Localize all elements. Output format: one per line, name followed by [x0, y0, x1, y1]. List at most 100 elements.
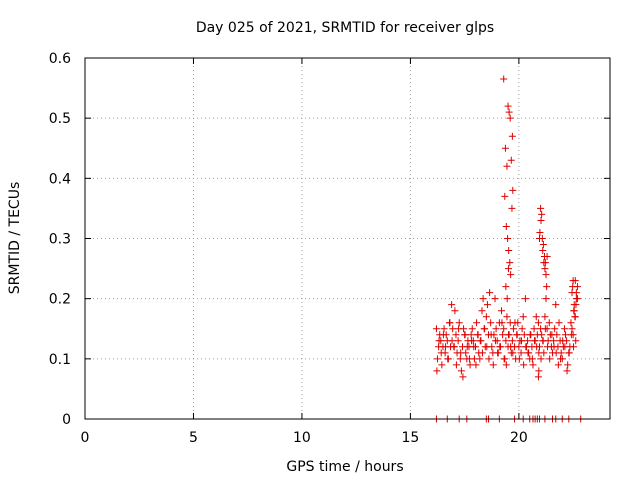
data-point — [438, 361, 446, 369]
data-point — [448, 337, 456, 345]
data-point — [483, 343, 491, 351]
data-point — [503, 295, 511, 303]
data-point — [473, 319, 481, 327]
x-tick-label: 20 — [510, 430, 528, 446]
data-point — [496, 343, 504, 351]
data-point — [461, 331, 469, 339]
data-point — [536, 228, 544, 236]
data-point — [444, 355, 452, 363]
data-point — [571, 313, 579, 321]
data-point — [572, 337, 580, 345]
data-point — [552, 349, 560, 357]
data-point — [507, 156, 515, 164]
data-point — [491, 337, 499, 345]
data-point — [448, 301, 456, 309]
data-point — [456, 355, 464, 363]
data-point — [541, 265, 549, 273]
data-point — [468, 337, 476, 345]
data-point — [474, 331, 482, 339]
data-point — [501, 192, 509, 200]
data-point — [557, 355, 565, 363]
data-point — [540, 253, 548, 261]
data-point — [499, 331, 507, 339]
data-point — [543, 283, 551, 291]
data-point — [520, 331, 528, 339]
y-tick-label: 0.2 — [49, 292, 71, 308]
data-points — [432, 75, 585, 423]
data-point — [548, 331, 556, 339]
data-point — [544, 343, 552, 351]
data-point — [463, 343, 471, 351]
data-point — [563, 367, 571, 375]
data-point — [552, 301, 560, 309]
y-tick-label: 0.1 — [49, 352, 71, 368]
data-point — [517, 337, 525, 345]
data-point — [434, 355, 442, 363]
y-tick-label: 0.3 — [49, 232, 71, 248]
data-point — [505, 108, 513, 116]
axis-ticks: 0 0.1 0.2 0.3 0.4 0.5 0.6 0 5 10 15 20 — [49, 51, 610, 446]
data-point — [455, 319, 463, 327]
data-point — [455, 325, 463, 333]
x-axis-title: GPS time / hours — [286, 459, 403, 475]
data-point — [467, 331, 475, 339]
data-point — [504, 331, 512, 339]
data-point — [511, 319, 519, 327]
data-point — [500, 355, 508, 363]
data-point — [554, 361, 562, 369]
data-point — [478, 307, 486, 315]
y-tick-label: 0.6 — [49, 51, 71, 67]
data-point — [550, 343, 558, 351]
data-point — [567, 319, 575, 327]
data-point — [542, 271, 550, 279]
data-point — [570, 307, 578, 315]
data-point — [501, 144, 509, 152]
data-point — [440, 325, 448, 333]
data-point — [486, 289, 494, 297]
data-point — [502, 283, 510, 291]
data-point — [449, 325, 457, 333]
data-point — [531, 337, 539, 345]
data-point — [478, 349, 486, 357]
data-point — [487, 331, 495, 339]
data-point — [468, 325, 476, 333]
data-point — [538, 331, 546, 339]
data-point — [451, 307, 459, 315]
data-point — [532, 313, 540, 321]
data-point — [489, 361, 497, 369]
data-point — [546, 355, 554, 363]
data-point — [561, 343, 569, 351]
data-point — [485, 355, 493, 363]
data-point — [454, 337, 462, 345]
y-tick-label: 0.4 — [49, 171, 71, 187]
data-point — [507, 343, 515, 351]
data-point — [479, 295, 487, 303]
data-point — [504, 235, 512, 242]
data-point — [568, 325, 576, 333]
data-point — [507, 271, 515, 279]
data-point — [562, 331, 570, 339]
data-point — [517, 349, 525, 357]
data-point — [565, 349, 573, 357]
data-point — [508, 132, 516, 140]
data-point — [526, 331, 534, 339]
data-point — [518, 325, 526, 333]
data-point — [539, 247, 547, 255]
data-point — [506, 259, 514, 267]
data-point — [570, 343, 578, 351]
data-point — [482, 313, 490, 321]
data-point — [503, 162, 511, 170]
data-point — [542, 295, 550, 303]
data-point — [502, 222, 510, 230]
data-point — [541, 325, 549, 333]
data-point — [550, 337, 558, 345]
data-point — [515, 355, 523, 363]
data-point — [573, 295, 581, 303]
data-point — [541, 259, 549, 267]
data-point — [481, 325, 489, 333]
data-point — [555, 319, 563, 327]
x-tick-label: 15 — [401, 430, 419, 446]
data-point — [521, 295, 529, 303]
data-point — [442, 343, 450, 351]
